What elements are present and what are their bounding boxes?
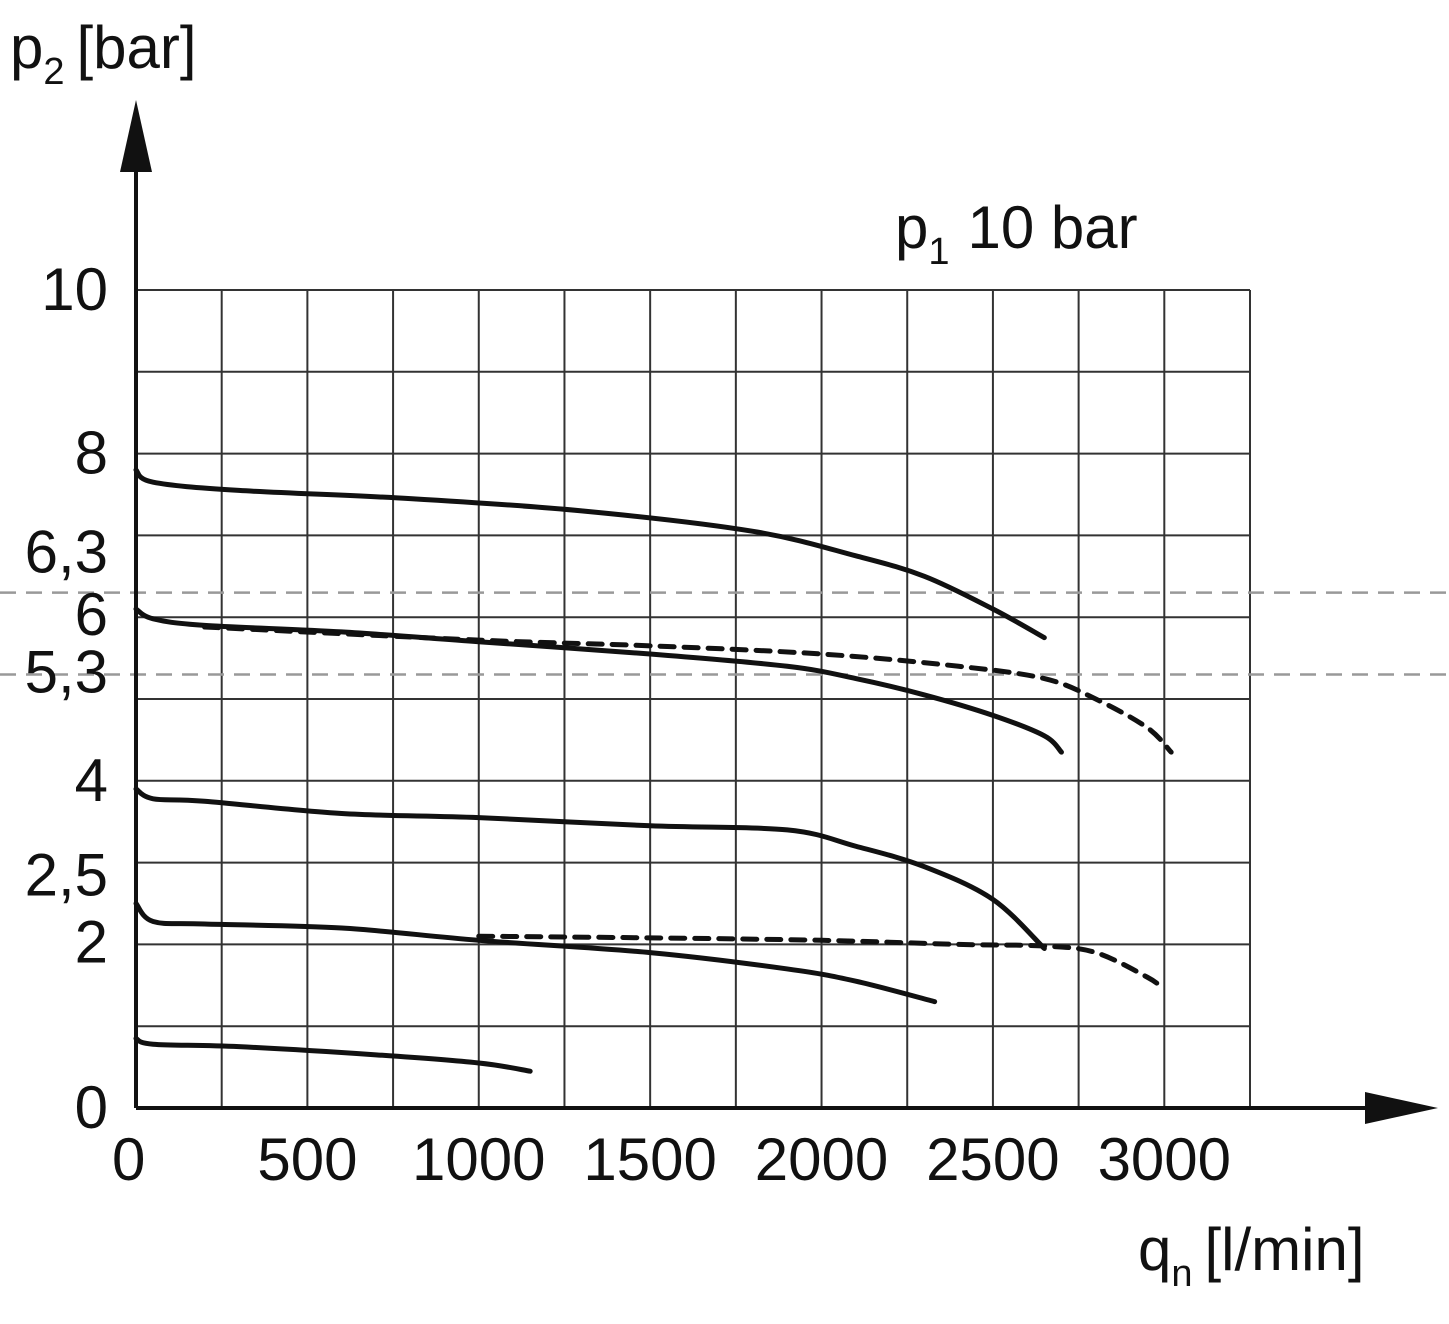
y-tick-label: 6 [75, 581, 108, 648]
y-tick-label: 4 [75, 747, 108, 814]
series-curve-3 [202, 624, 1174, 755]
x-axis-arrow [1365, 1092, 1438, 1124]
x-tick-label: 1000 [412, 1126, 545, 1193]
y-tick-label: 2 [75, 908, 108, 975]
y-tick-label: 2,5 [25, 842, 108, 909]
series-curve-4 [133, 786, 1047, 951]
series-curve-7 [133, 1035, 533, 1074]
x-tick-label: 500 [257, 1126, 357, 1193]
series-curve-1 [133, 467, 1047, 641]
y-tick-label: 5,3 [25, 638, 108, 705]
x-tick-label: 3000 [1098, 1126, 1231, 1193]
axes [120, 100, 1438, 1124]
y-tick-label: 6,3 [25, 519, 108, 586]
p1-annotation: p1 10 bar [895, 194, 1138, 273]
series-curve-5 [133, 901, 938, 1005]
x-tick-label: 2000 [755, 1126, 888, 1193]
tick-labels: 0 500 1000 1500 2000 2500 3000 0 22,5 4 5,366,3 8 10 [25, 256, 1231, 1193]
series-layer [133, 467, 1174, 1074]
x-axis-label: qn [l/min] [1138, 1216, 1365, 1295]
series-curve-6 [476, 933, 1167, 992]
y-axis-arrow [120, 100, 152, 172]
y-tick-label: 8 [75, 420, 108, 487]
y-axis-label: p2 [bar] [10, 14, 197, 93]
y-tick-label: 10 [41, 256, 108, 323]
y-tick-label: 0 [75, 1074, 108, 1141]
x-tick-label: 1500 [583, 1126, 716, 1193]
reference-lines [0, 591, 1449, 676]
x-tick-label: 0 [112, 1126, 145, 1193]
x-tick-label: 2500 [926, 1126, 1059, 1193]
